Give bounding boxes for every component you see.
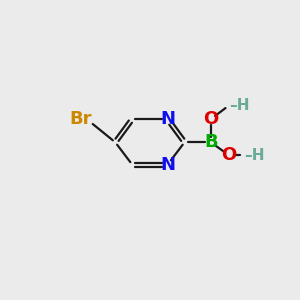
Text: B: B bbox=[204, 133, 218, 151]
Text: O: O bbox=[203, 110, 218, 128]
Text: N: N bbox=[160, 110, 175, 128]
Text: Br: Br bbox=[69, 110, 92, 128]
Text: –H: –H bbox=[229, 98, 250, 113]
Text: O: O bbox=[222, 146, 237, 164]
Text: N: N bbox=[160, 156, 175, 174]
Text: –H: –H bbox=[244, 148, 265, 163]
